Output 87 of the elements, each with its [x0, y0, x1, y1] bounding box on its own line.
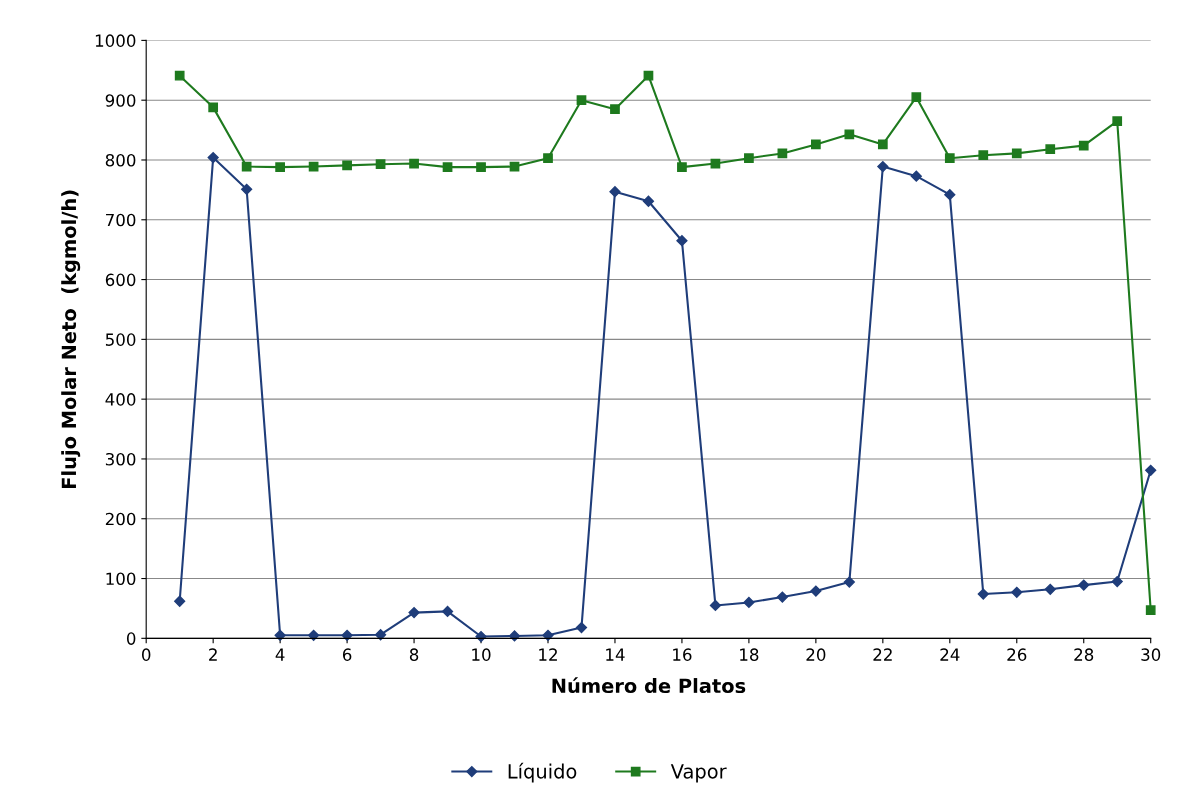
- point: [910, 170, 922, 182]
- point: [409, 158, 419, 169]
- point: [308, 629, 320, 641]
- point: [1011, 148, 1022, 159]
- point: [677, 162, 687, 173]
- point: [810, 585, 822, 597]
- x-tick-label: 0: [141, 648, 151, 661]
- point: [1111, 575, 1123, 588]
- y-axis-title: Flujo Molar Neto (kgmol/h): [61, 190, 81, 489]
- point: [811, 139, 821, 150]
- point: [575, 621, 588, 634]
- point: [743, 596, 755, 609]
- y-tick-label: 400: [105, 393, 136, 406]
- x-tick-label: 12: [539, 648, 557, 661]
- point: [609, 186, 621, 198]
- point: [877, 160, 889, 173]
- x-tick-label: 4: [275, 648, 285, 661]
- point: [843, 576, 855, 588]
- point: [508, 630, 521, 642]
- point: [542, 629, 554, 641]
- x-tick-label: 18: [740, 648, 759, 661]
- point: [1145, 605, 1156, 616]
- point: [375, 159, 386, 170]
- y-tick-label: 700: [106, 213, 136, 227]
- x-tick-label: 26: [1007, 648, 1027, 661]
- point: [911, 92, 922, 103]
- point: [1011, 586, 1023, 598]
- point: [1044, 583, 1056, 595]
- x-tick-label: 20: [806, 648, 826, 661]
- point: [576, 95, 587, 106]
- point: [676, 235, 688, 247]
- point: [978, 150, 989, 161]
- point: [274, 629, 286, 641]
- point: [776, 591, 788, 603]
- x-axis-title: Número de Platos: [552, 677, 746, 694]
- point: [275, 162, 285, 173]
- point: [944, 153, 955, 164]
- point: [543, 153, 553, 164]
- y-tick-label: 500: [105, 333, 136, 346]
- point: [207, 151, 219, 164]
- point: [341, 629, 353, 641]
- x-tick-label: 2: [209, 648, 217, 661]
- x-tick-label: 28: [1074, 648, 1094, 661]
- x-tick-label: 16: [673, 648, 692, 661]
- y-tick-label: 300: [105, 452, 136, 466]
- x-tick-label: 30: [1141, 648, 1161, 661]
- point: [1078, 579, 1090, 591]
- point: [610, 104, 620, 115]
- point: [374, 629, 387, 641]
- point: [844, 129, 855, 140]
- point: [442, 162, 453, 173]
- x-tick-label: 14: [606, 648, 625, 661]
- y-tick-label: 900: [105, 94, 136, 107]
- point: [643, 70, 654, 81]
- point: [342, 160, 352, 171]
- point: [408, 607, 420, 619]
- x-tick-label: 8: [409, 648, 419, 661]
- point: [241, 183, 253, 195]
- x-tick-label: 6: [342, 648, 352, 661]
- point: [1078, 140, 1089, 151]
- point: [475, 630, 487, 643]
- point: [208, 102, 219, 113]
- y-tick-label: 1000: [95, 34, 136, 47]
- x-tick-label: 24: [940, 648, 960, 661]
- y-tick-label: 800: [105, 153, 136, 167]
- legend-label: Vapor: [670, 764, 727, 783]
- point: [977, 588, 989, 600]
- point: [174, 595, 186, 607]
- point: [1112, 116, 1123, 126]
- legend-label: Líquido: [508, 762, 577, 783]
- point: [441, 605, 454, 618]
- point: [642, 195, 655, 207]
- y-tick-label: 0: [126, 632, 136, 645]
- point: [744, 153, 754, 164]
- point: [709, 599, 722, 612]
- y-tick-label: 600: [105, 273, 136, 287]
- point: [241, 161, 252, 172]
- point: [174, 70, 185, 81]
- point: [877, 139, 888, 150]
- y-tick-label: 200: [105, 512, 136, 526]
- point: [1045, 144, 1056, 155]
- y-tick-label: 100: [106, 572, 136, 586]
- point: [476, 162, 486, 173]
- point: [1145, 464, 1157, 476]
- x-tick-label: 10: [472, 648, 491, 661]
- x-tick-label: 22: [873, 648, 892, 661]
- point: [944, 189, 956, 201]
